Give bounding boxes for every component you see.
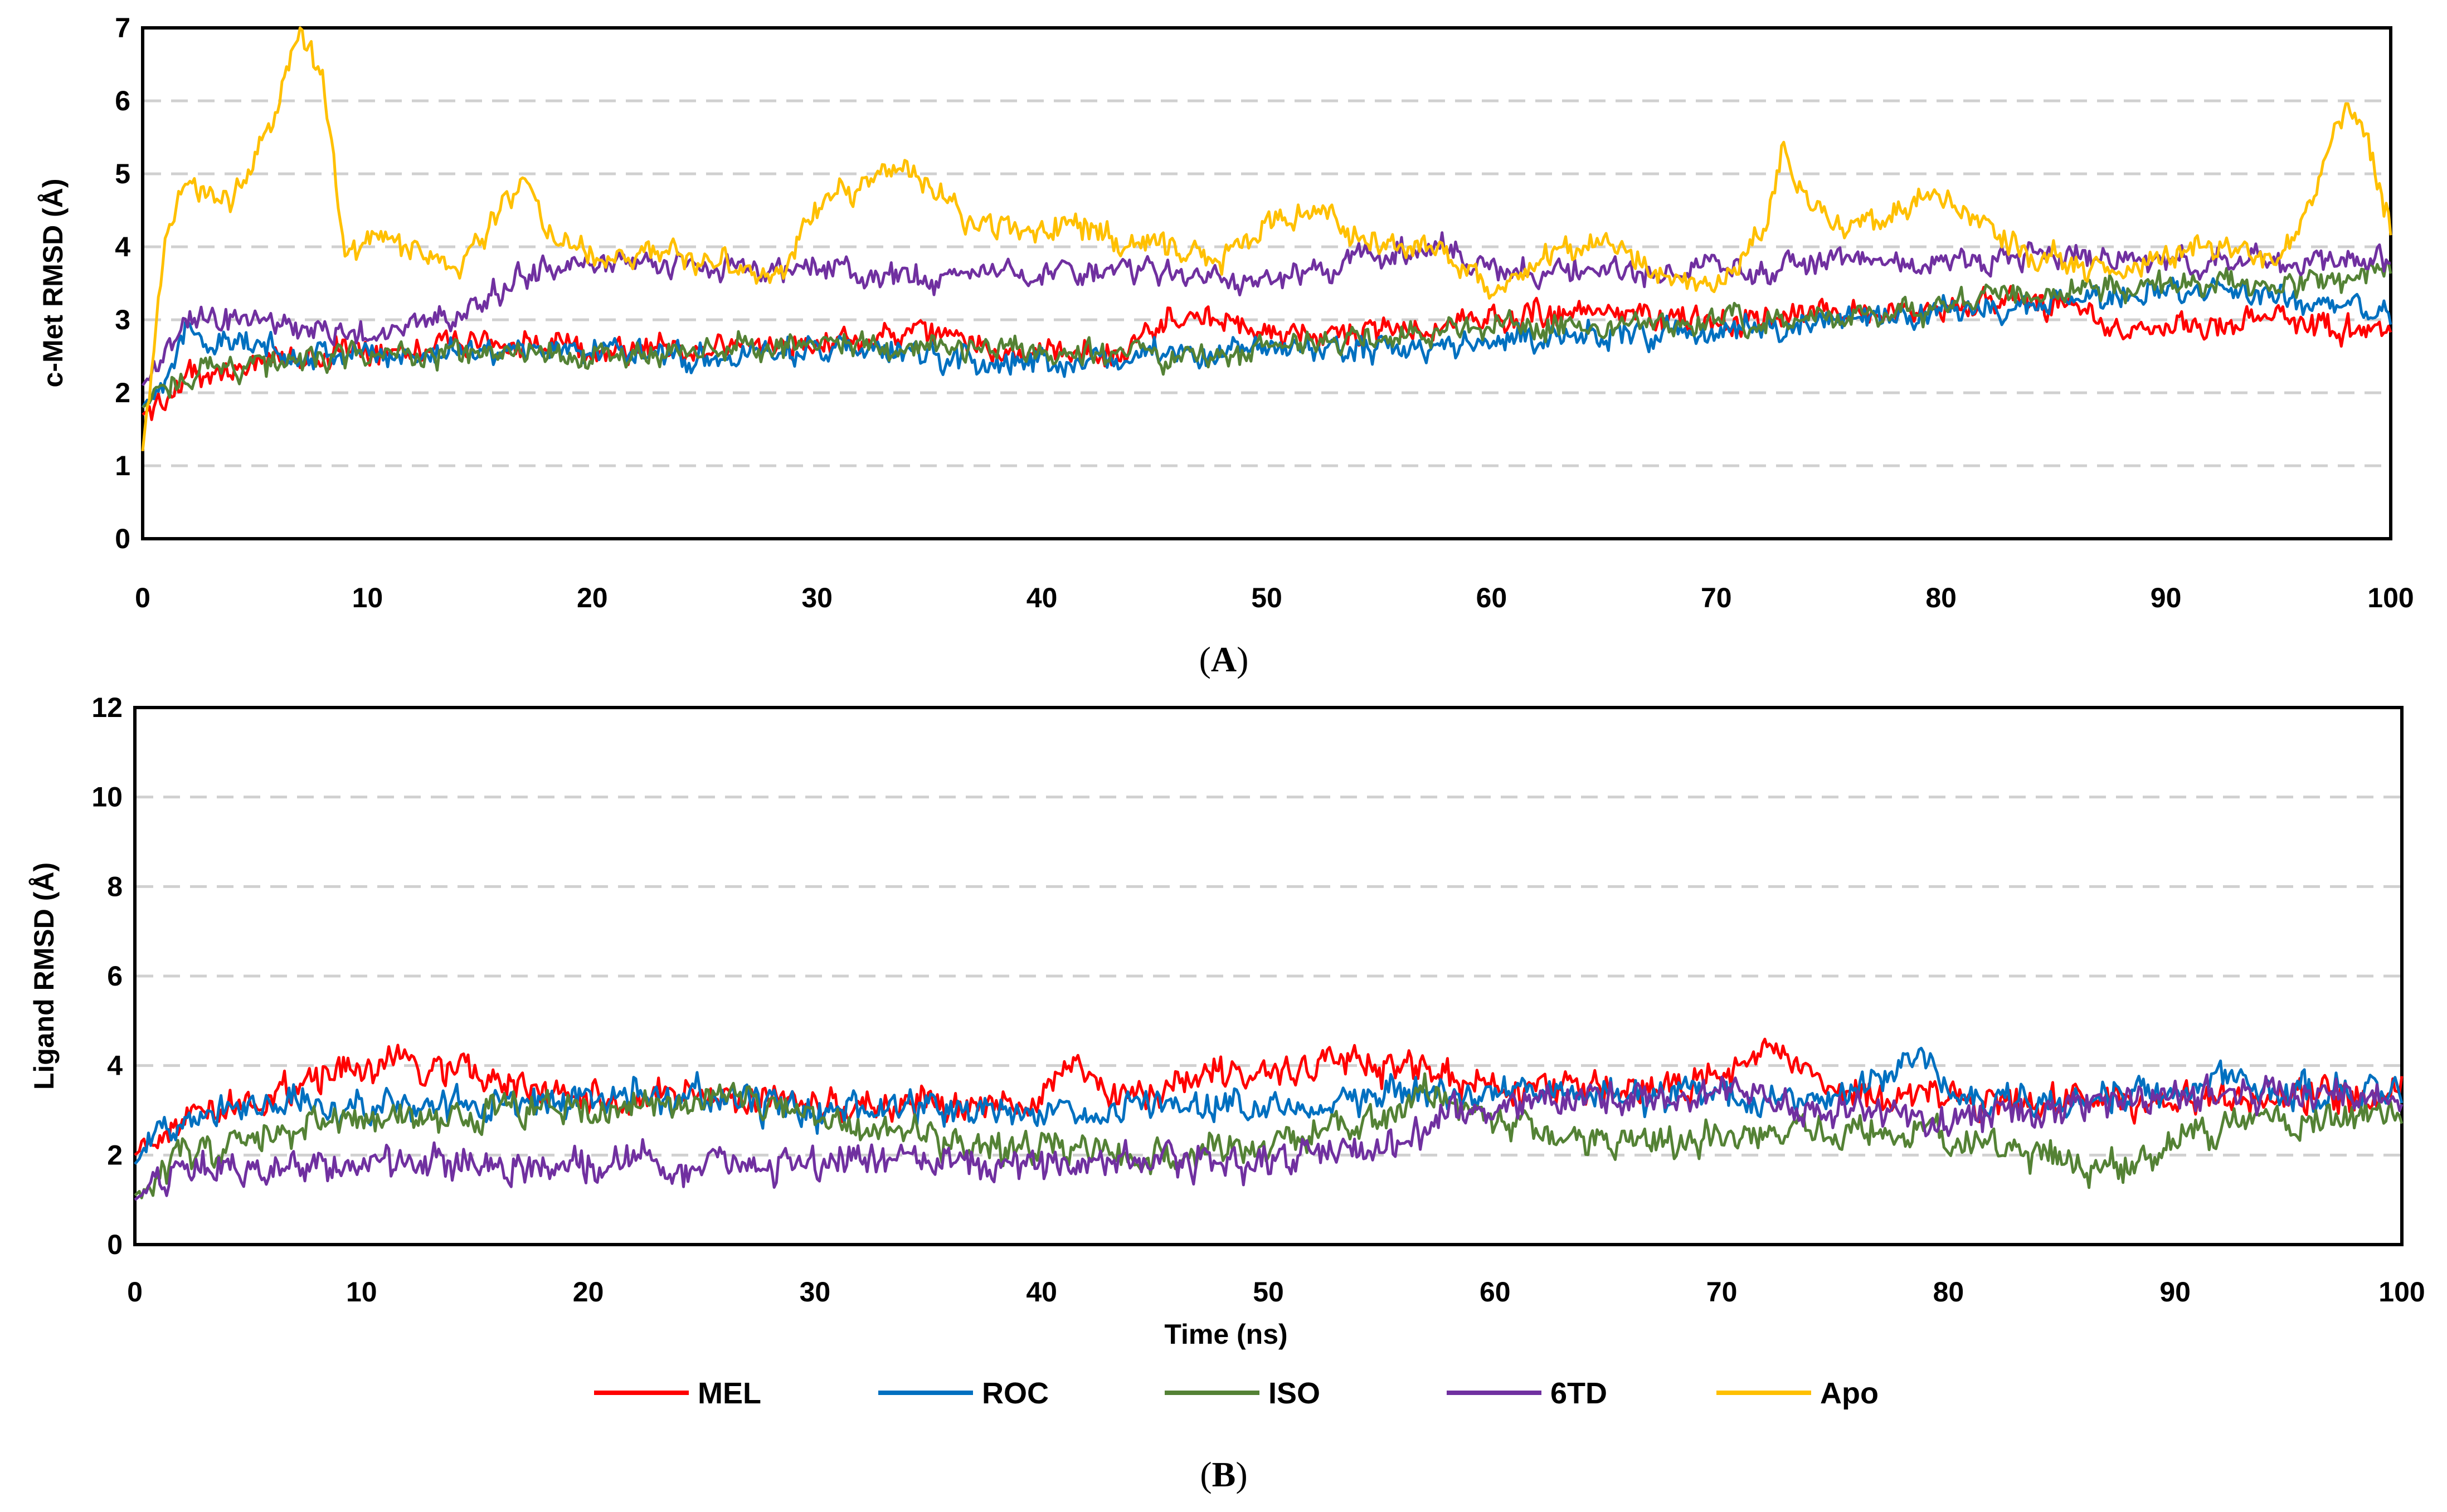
panel-b-series-6td [134,1073,2404,1201]
panel-a-x-tick-label: 40 [1027,582,1058,613]
panel-b-x-tick-label: 70 [1706,1276,1738,1308]
panel-a-series-6td [141,231,2391,387]
panel-b-x-tick-label: 60 [1480,1276,1511,1308]
panel-a-x-tick-label: 100 [2367,582,2414,613]
panel-a-y-tick-label: 7 [115,12,130,43]
panel-a-y-tick-label: 5 [115,158,130,189]
panel-b-y-axis-title: Ligand RMSD (Å) [28,862,60,1090]
panel-b-label-open: ( [1200,1455,1212,1494]
panel-a-y-tick-label: 6 [115,85,130,116]
panel-a-y-tick-label: 2 [115,377,130,408]
legend-label-iso: ISO [1268,1377,1320,1410]
panel-b-y-tick-label: 10 [91,782,123,813]
legend: MEL ROC ISO 6TD Apo [594,1377,1879,1410]
legend-label-mel: MEL [698,1377,761,1410]
panel-b-label-letter: B [1212,1455,1236,1494]
panel-a-x-tick-label: 50 [1251,582,1282,613]
panel-b-label-close: ) [1235,1455,1247,1494]
panel-b-y-tick-label: 12 [91,692,123,723]
panel-b-y-tick-label: 8 [107,871,123,902]
panel-a-plot-area [141,26,2392,540]
panel-b-chart: 0 2 4 6 8 10 12 0 10 20 30 40 50 60 70 80 90 100 Ligand … [28,692,2425,1494]
panel-b-series-iso [134,1072,2404,1199]
panel-a-x-ticks: 0 10 20 30 40 50 60 70 80 90 100 [135,582,2414,613]
panel-a-x-tick-label: 70 [1701,582,1732,613]
panel-a-label-open: ( [1199,640,1211,679]
panel-a-label-close: ) [1237,640,1248,679]
panel-a-label: (A) [1199,640,1249,679]
panel-b-x-ticks: 0 10 20 30 40 50 60 70 80 90 100 [127,1276,2425,1308]
panel-b-x-tick-label: 90 [2159,1276,2191,1308]
panel-a-x-tick-label: 10 [352,582,383,613]
panel-a-x-tick-label: 0 [135,582,150,613]
panel-b-x-axis-title: Time (ns) [1164,1319,1287,1350]
panel-b-y-tick-label: 2 [107,1139,123,1170]
panel-a-y-tick-label: 0 [115,523,130,554]
legend-label-6td: 6TD [1550,1377,1607,1410]
panel-b-x-tick-label: 10 [346,1276,377,1308]
panel-b-y-tick-label: 4 [107,1050,123,1081]
legend-label-apo: Apo [1820,1377,1879,1410]
panel-b-series-mel [134,1037,2404,1157]
panel-a-y-tick-label: 3 [115,304,130,335]
panel-a-label-letter: A [1211,640,1237,679]
panel-a-series-apo [141,26,2392,452]
panel-b-x-tick-label: 30 [800,1276,831,1308]
panel-a-x-tick-label: 80 [1925,582,1957,613]
panel-a-series [141,26,2392,452]
panel-b-label: (B) [1200,1455,1247,1494]
panel-a-y-tick-label: 4 [115,231,130,262]
panel-b-x-tick-label: 100 [2378,1276,2425,1308]
panel-b-y-tick-label: 6 [107,960,123,992]
legend-label-roc: ROC [982,1377,1049,1410]
panel-b-x-tick-label: 0 [127,1276,143,1308]
panel-b-y-tick-label: 0 [107,1229,123,1260]
panel-a-chart: 0 1 2 3 4 5 6 7 0 10 20 30 40 50 60 70 80 90 100 c-Met RM… [37,12,2414,679]
panel-a-y-ticks: 0 1 2 3 4 5 6 7 [115,12,130,554]
panel-a-x-tick-label: 30 [801,582,833,613]
panel-a-series-iso [142,261,2392,409]
panel-b-x-tick-label: 40 [1026,1276,1057,1308]
panel-a-y-tick-label: 1 [115,450,130,481]
panel-b-x-tick-label: 20 [573,1276,604,1308]
panel-a-x-tick-label: 20 [577,582,608,613]
panel-b-x-tick-label: 50 [1253,1276,1284,1308]
panel-b-x-tick-label: 80 [1933,1276,1964,1308]
panel-b-series [134,1037,2404,1201]
panel-a-x-tick-label: 60 [1476,582,1507,613]
panel-b-y-ticks: 0 2 4 6 8 10 12 [91,692,123,1260]
panel-a-x-tick-label: 90 [2151,582,2182,613]
panel-a-y-axis-title: c-Met RMSD (Å) [37,179,69,388]
